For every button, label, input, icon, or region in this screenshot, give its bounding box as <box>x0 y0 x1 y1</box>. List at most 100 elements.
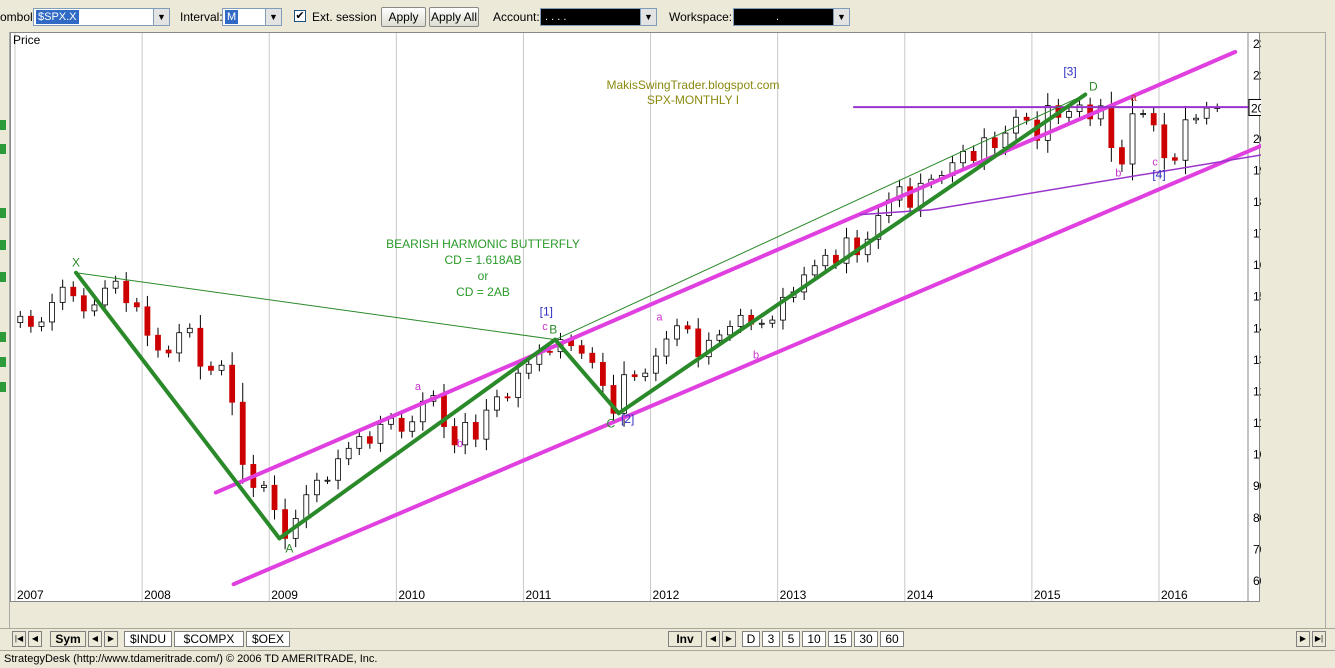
minor-wave-label: c <box>542 321 548 333</box>
candle-body <box>663 338 670 357</box>
candle <box>80 288 87 319</box>
nav-last-icon[interactable]: ▶| <box>1312 631 1326 647</box>
candle <box>1023 112 1030 125</box>
candle <box>409 415 416 438</box>
nav-left-icon[interactable]: ◀ <box>88 631 102 647</box>
chevron-down-icon[interactable]: ▼ <box>265 9 281 25</box>
tool-marker[interactable] <box>0 272 6 282</box>
candle-body <box>133 302 140 308</box>
pattern-annotation: BEARISH HARMONIC BUTTERFLY <box>386 237 580 251</box>
nav-next-icon[interactable]: ▶ <box>1296 631 1310 647</box>
tool-marker[interactable] <box>0 208 6 218</box>
tool-marker[interactable] <box>0 120 6 130</box>
interval-select[interactable]: M ▼ <box>222 8 282 26</box>
candle-body <box>271 484 278 511</box>
period-tab-30[interactable]: 30 <box>854 631 878 647</box>
candle-body <box>1108 105 1115 149</box>
period-tab-60[interactable]: 60 <box>880 631 904 647</box>
candle-body <box>896 186 903 201</box>
nav-next-icon[interactable]: ▶ <box>722 631 736 647</box>
bd-line <box>554 94 1086 341</box>
apply-button[interactable]: Apply <box>381 7 426 27</box>
candle-body <box>642 372 649 378</box>
candle-body <box>218 364 225 371</box>
candle <box>854 229 861 263</box>
candle <box>324 476 331 485</box>
candle <box>335 449 341 490</box>
candle <box>758 319 765 329</box>
y-tick-label: 1100.00 <box>1253 416 1261 430</box>
tab-indu[interactable]: $INDU <box>124 631 172 647</box>
candle <box>907 177 913 217</box>
candle <box>1193 114 1199 124</box>
price-chart[interactable]: X A B C D [1] [2] [3] [4] a b c a b a b c 600.00 700.00 800… <box>11 33 1261 603</box>
candle-body <box>102 287 108 306</box>
period-tab-15[interactable]: 15 <box>828 631 852 647</box>
candle <box>27 309 34 333</box>
x-tick-label: 2011 <box>525 588 551 602</box>
tool-marker[interactable] <box>0 144 6 154</box>
chevron-down-icon[interactable]: ▼ <box>833 9 849 25</box>
candle-body <box>1129 113 1136 165</box>
candle <box>991 131 998 154</box>
candle <box>197 315 204 380</box>
last-price-box <box>1248 98 1261 116</box>
candle-body <box>377 423 384 444</box>
tab-sym[interactable]: Sym <box>50 631 86 647</box>
x-tick-label: 2008 <box>144 588 171 602</box>
candle-body <box>38 321 45 327</box>
tab-inv[interactable]: Inv <box>668 631 702 647</box>
candle-body <box>1002 132 1009 149</box>
tab-compx[interactable]: $COMPX <box>174 631 244 647</box>
candle-body <box>27 315 34 327</box>
candle-body <box>409 421 416 432</box>
candle <box>631 370 638 381</box>
right-tool-strip[interactable] <box>1325 32 1335 628</box>
nav-prev-icon[interactable]: ◀ <box>706 631 720 647</box>
candle <box>589 347 596 369</box>
candle <box>1140 109 1147 118</box>
chevron-down-icon[interactable]: ▼ <box>640 9 656 25</box>
candle-body <box>822 254 829 267</box>
workspace-select[interactable]: . ▼ <box>733 8 850 26</box>
period-tab-5[interactable]: 5 <box>782 631 800 647</box>
nav-right-icon[interactable]: ▶ <box>104 631 118 647</box>
candle-body <box>112 280 119 289</box>
tab-oex[interactable]: $OEX <box>246 631 290 647</box>
y-tick-label: 1500.00 <box>1253 290 1261 304</box>
chevron-down-icon[interactable]: ▼ <box>153 9 169 25</box>
price-chart-panel[interactable]: X A B C D [1] [2] [3] [4] a b c a b a b c 600.00 700.00 800… <box>10 32 1261 603</box>
account-select[interactable]: . . . . ▼ <box>540 8 657 26</box>
minor-wave-label: b <box>457 438 463 450</box>
period-tab-10[interactable]: 10 <box>802 631 826 647</box>
account-label: Account: <box>493 10 540 24</box>
nav-prev-icon[interactable]: ◀ <box>28 631 42 647</box>
pattern-point-label: A <box>285 541 293 555</box>
symbol-select[interactable]: $SPX.X ▼ <box>33 8 170 26</box>
ext-session-checkbox[interactable]: ✔ <box>294 10 306 22</box>
wave-label: [3] <box>1063 65 1076 79</box>
candle <box>59 279 66 310</box>
candle <box>366 431 373 449</box>
candle-body <box>547 350 553 353</box>
candle <box>398 411 405 439</box>
tool-marker[interactable] <box>0 357 6 367</box>
period-tab-3[interactable]: 3 <box>762 631 780 647</box>
apply-all-button[interactable]: Apply All <box>429 7 479 27</box>
candle-body <box>398 417 405 432</box>
candle-body <box>49 301 55 323</box>
symbol-value: $SPX.X <box>36 10 79 24</box>
nav-first-icon[interactable]: |◀ <box>12 631 26 647</box>
period-tab-D[interactable]: D <box>742 631 760 647</box>
candle <box>123 272 130 312</box>
candle-body <box>1171 157 1178 161</box>
tool-marker[interactable] <box>0 332 6 342</box>
tool-marker[interactable] <box>0 240 6 250</box>
tool-marker[interactable] <box>0 382 6 392</box>
candle <box>822 248 829 273</box>
candle <box>49 293 55 331</box>
candle <box>769 315 776 328</box>
toolbar: ombol: $SPX.X ▼ Interval: M ▼ ✔ Ext. ses… <box>0 0 1335 33</box>
candle-body <box>239 401 246 465</box>
